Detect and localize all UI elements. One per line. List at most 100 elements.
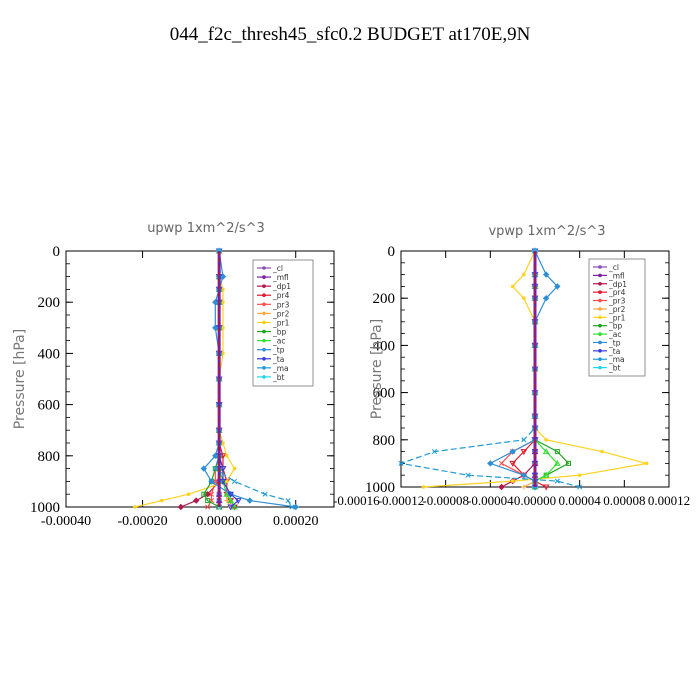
y-axis-label: Pressure [hPa] <box>369 319 385 419</box>
legend-marker <box>598 365 602 370</box>
data-point <box>221 300 225 305</box>
legend-marker <box>262 375 266 379</box>
data-point <box>262 491 268 497</box>
data-point <box>520 449 528 456</box>
legend-entry: _cl <box>608 263 619 272</box>
data-point <box>246 497 253 504</box>
legend-marker <box>262 275 266 279</box>
legend-entry: _pr1 <box>272 318 290 327</box>
x-tick-label: -0.00040 <box>41 514 91 529</box>
data-point <box>554 283 561 290</box>
data-point <box>487 460 494 467</box>
data-point <box>510 284 515 289</box>
legend-entry: _pr3 <box>272 300 290 309</box>
data-point <box>224 498 230 504</box>
x-tick-label: 0.00020 <box>273 514 319 529</box>
data-point <box>225 454 229 458</box>
legend-entry: _cl <box>272 264 283 273</box>
legend-marker <box>262 311 266 316</box>
legend-entry: _ma <box>608 355 625 364</box>
data-point <box>231 503 238 510</box>
data-point <box>577 484 583 490</box>
legend-entry: _mfl <box>608 271 625 280</box>
data-point <box>554 449 560 455</box>
legend-marker <box>598 315 602 320</box>
data-point <box>232 466 237 471</box>
data-point <box>554 478 560 484</box>
data-point <box>498 483 505 491</box>
data-point <box>285 498 291 504</box>
data-point <box>509 448 516 455</box>
legend-entry: _pr2 <box>272 309 290 318</box>
y-axis-label: Pressure [hPa] <box>12 329 28 429</box>
legend-marker <box>598 323 602 328</box>
legend-marker <box>262 347 266 352</box>
data-point <box>208 478 215 485</box>
y-tick-label: 800 <box>38 449 61 465</box>
y-tick-label: 1000 <box>30 500 60 516</box>
data-point <box>398 460 404 466</box>
y-tick-label: 200 <box>38 295 61 311</box>
data-point <box>234 498 242 505</box>
legend-marker <box>598 340 602 345</box>
y-tick-label: 600 <box>373 386 396 402</box>
panels: upwp 1xm^2/s^3 0 200 400 600 800 1000 Pressure … <box>12 221 690 529</box>
legend-marker <box>262 356 266 361</box>
legend-marker <box>262 338 266 343</box>
legend-marker <box>598 349 602 353</box>
legend-entry: _pr4 <box>608 288 626 297</box>
legend-entry: _dp1 <box>608 280 627 289</box>
data-point <box>219 478 227 485</box>
data-point <box>520 471 528 479</box>
legend-marker <box>262 366 266 370</box>
data-point <box>498 460 505 466</box>
legend-entry: _bt <box>608 364 621 373</box>
data-point <box>509 460 517 467</box>
panel-1: upwp 1xm^2/s^3 0 200 400 600 800 1000 Pressure … <box>12 221 335 529</box>
data-point <box>544 438 548 442</box>
data-point <box>292 503 299 511</box>
panel-2: vpwp 1xm^2/s^3 0 200 400 600 800 1000 Pressure … <box>333 224 690 508</box>
legend-entry: _pr3 <box>608 297 626 306</box>
data-point <box>600 449 604 454</box>
legend-entry: _pr1 <box>608 313 626 322</box>
data-point <box>205 498 211 504</box>
data-point <box>205 504 211 510</box>
data-point <box>510 479 515 483</box>
legend-entry: _tp <box>272 346 285 355</box>
legend-entry: _pr4 <box>272 291 290 300</box>
legend-marker <box>262 302 266 307</box>
figure-title: 044_f2c_thresh45_sfc0.2 BUDGET at170E,9N <box>170 24 531 45</box>
legend-entry: _ac <box>608 330 621 339</box>
x-tick-label: 0.00008 <box>603 493 645 508</box>
legend-entry: _pr2 <box>608 305 626 314</box>
x-tick-label: 0.00000 <box>514 493 556 508</box>
y-tick-label: 400 <box>38 346 61 362</box>
legend-marker <box>262 293 266 298</box>
legend-marker <box>598 281 602 286</box>
y-tick-label: 0 <box>388 244 396 260</box>
data-point <box>577 473 582 478</box>
x-tick-label: -0.00020 <box>117 514 167 529</box>
data-point <box>521 484 527 490</box>
legend-marker <box>262 329 266 334</box>
legend-entry: _ac <box>272 337 285 346</box>
x-tick-label: -0.00004 <box>467 493 514 508</box>
legend-entry: _dp1 <box>272 282 291 291</box>
legend-entry: _mfl <box>272 273 289 282</box>
data-point <box>221 287 225 292</box>
data-point <box>542 271 550 278</box>
legend-entry: _tp <box>608 338 621 347</box>
data-point <box>542 294 550 302</box>
y-tick-label: 200 <box>373 291 396 307</box>
legend-entry: _bp <box>272 328 287 337</box>
legend-marker <box>598 273 602 278</box>
legend-marker <box>262 320 266 325</box>
panel-title: vpwp 1xm^2/s^3 <box>488 224 605 239</box>
legend-marker <box>598 290 602 294</box>
data-point <box>644 461 649 466</box>
data-point <box>227 491 234 498</box>
data-point <box>553 459 561 466</box>
